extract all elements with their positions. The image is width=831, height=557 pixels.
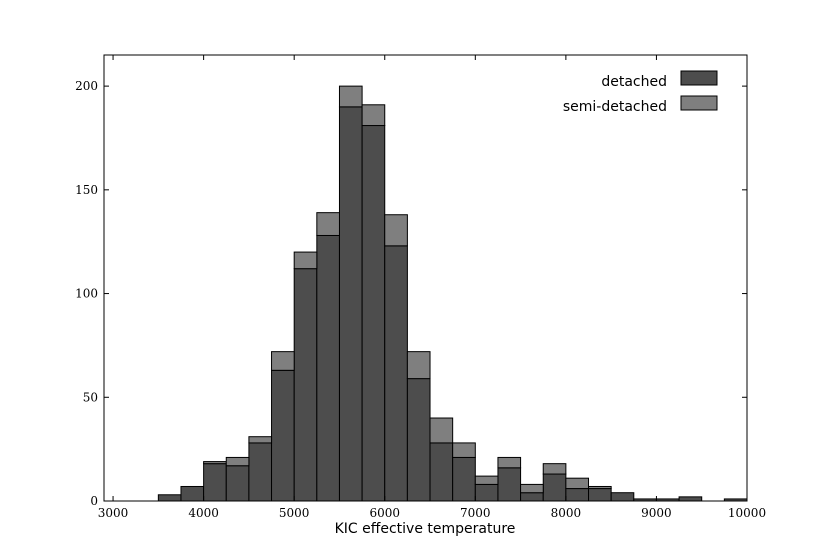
x-tick-label: 10000 [728, 506, 766, 520]
bar-detached-7750 [542, 473, 567, 502]
legend-label-detached: detached [601, 74, 667, 90]
x-tick-label: 6000 [369, 506, 400, 520]
x-tick-label: 5000 [279, 506, 310, 520]
y-tick-label: 0 [90, 494, 98, 508]
bar-detached-7250 [497, 467, 522, 502]
y-tick-label: 100 [75, 287, 98, 301]
x-tick-label: 3000 [98, 506, 129, 520]
bar-detached-4250 [225, 465, 250, 502]
bar-semi-detached-7000 [474, 475, 499, 485]
bar-detached-7500 [520, 492, 544, 502]
bar-detached-6000 [384, 245, 408, 502]
bar-semi-detached-7500 [520, 483, 544, 494]
legend-label-semi-detached: semi-detached [563, 99, 667, 115]
bar-semi-detached-5000 [293, 251, 318, 270]
bar-semi-detached-8000 [565, 477, 590, 490]
bars-group [157, 85, 748, 502]
x-tick-label: 7000 [460, 506, 491, 520]
legend-swatch-semi-detached [680, 95, 718, 111]
y-tick-label: 200 [75, 79, 98, 93]
bar-detached-5750 [361, 125, 386, 502]
bar-detached-8500 [610, 492, 635, 502]
bar-detached-4750 [271, 369, 295, 502]
bar-semi-detached-4500 [248, 436, 273, 444]
bar-semi-detached-6500 [429, 417, 454, 444]
bar-detached-4500 [248, 442, 273, 502]
bar-detached-3750 [180, 485, 205, 502]
y-tick-label: 50 [83, 390, 98, 404]
y-axis-ticks: 0 50 100 150 200 [75, 79, 747, 508]
x-tick-label: 8000 [551, 506, 582, 520]
x-tick-label: 4000 [188, 506, 219, 520]
bar-detached-5250 [316, 234, 340, 502]
bar-detached-5000 [293, 268, 318, 502]
bar-semi-detached-5500 [338, 85, 363, 108]
bar-semi-detached-7750 [542, 463, 567, 475]
bar-detached-5500 [338, 106, 363, 502]
bar-detached-4000 [203, 463, 227, 502]
legend-swatch-detached [680, 70, 718, 86]
bar-semi-detached-4000 [203, 461, 227, 465]
bar-detached-3500 [157, 494, 182, 502]
bar-detached-6250 [406, 378, 431, 502]
bar-detached-9250 [678, 496, 703, 502]
x-axis-ticks: 3000 4000 5000 6000 7000 8000 9000 10000 [98, 55, 766, 520]
plot-frame [103, 54, 748, 502]
y-tick-label: 150 [75, 183, 98, 197]
x-tick-label: 9000 [641, 506, 672, 520]
bar-semi-detached-5750 [361, 104, 386, 127]
bar-semi-detached-6250 [406, 351, 431, 380]
bar-semi-detached-4250 [225, 456, 250, 467]
bar-semi-detached-6750 [452, 442, 476, 458]
legend: detached semi-detached [563, 70, 718, 115]
bar-detached-6500 [429, 442, 454, 502]
bar-semi-detached-6000 [384, 214, 408, 247]
x-axis-label: KIC effective temperature [335, 521, 516, 537]
bar-detached-8250 [588, 488, 612, 502]
bar-detached-6750 [452, 456, 476, 502]
bar-semi-detached-8250 [588, 485, 612, 490]
bar-semi-detached-5250 [316, 212, 340, 236]
bar-semi-detached-7250 [497, 456, 522, 469]
bar-detached-7000 [474, 483, 499, 502]
bar-detached-8000 [565, 488, 590, 502]
bar-semi-detached-4750 [271, 351, 295, 371]
